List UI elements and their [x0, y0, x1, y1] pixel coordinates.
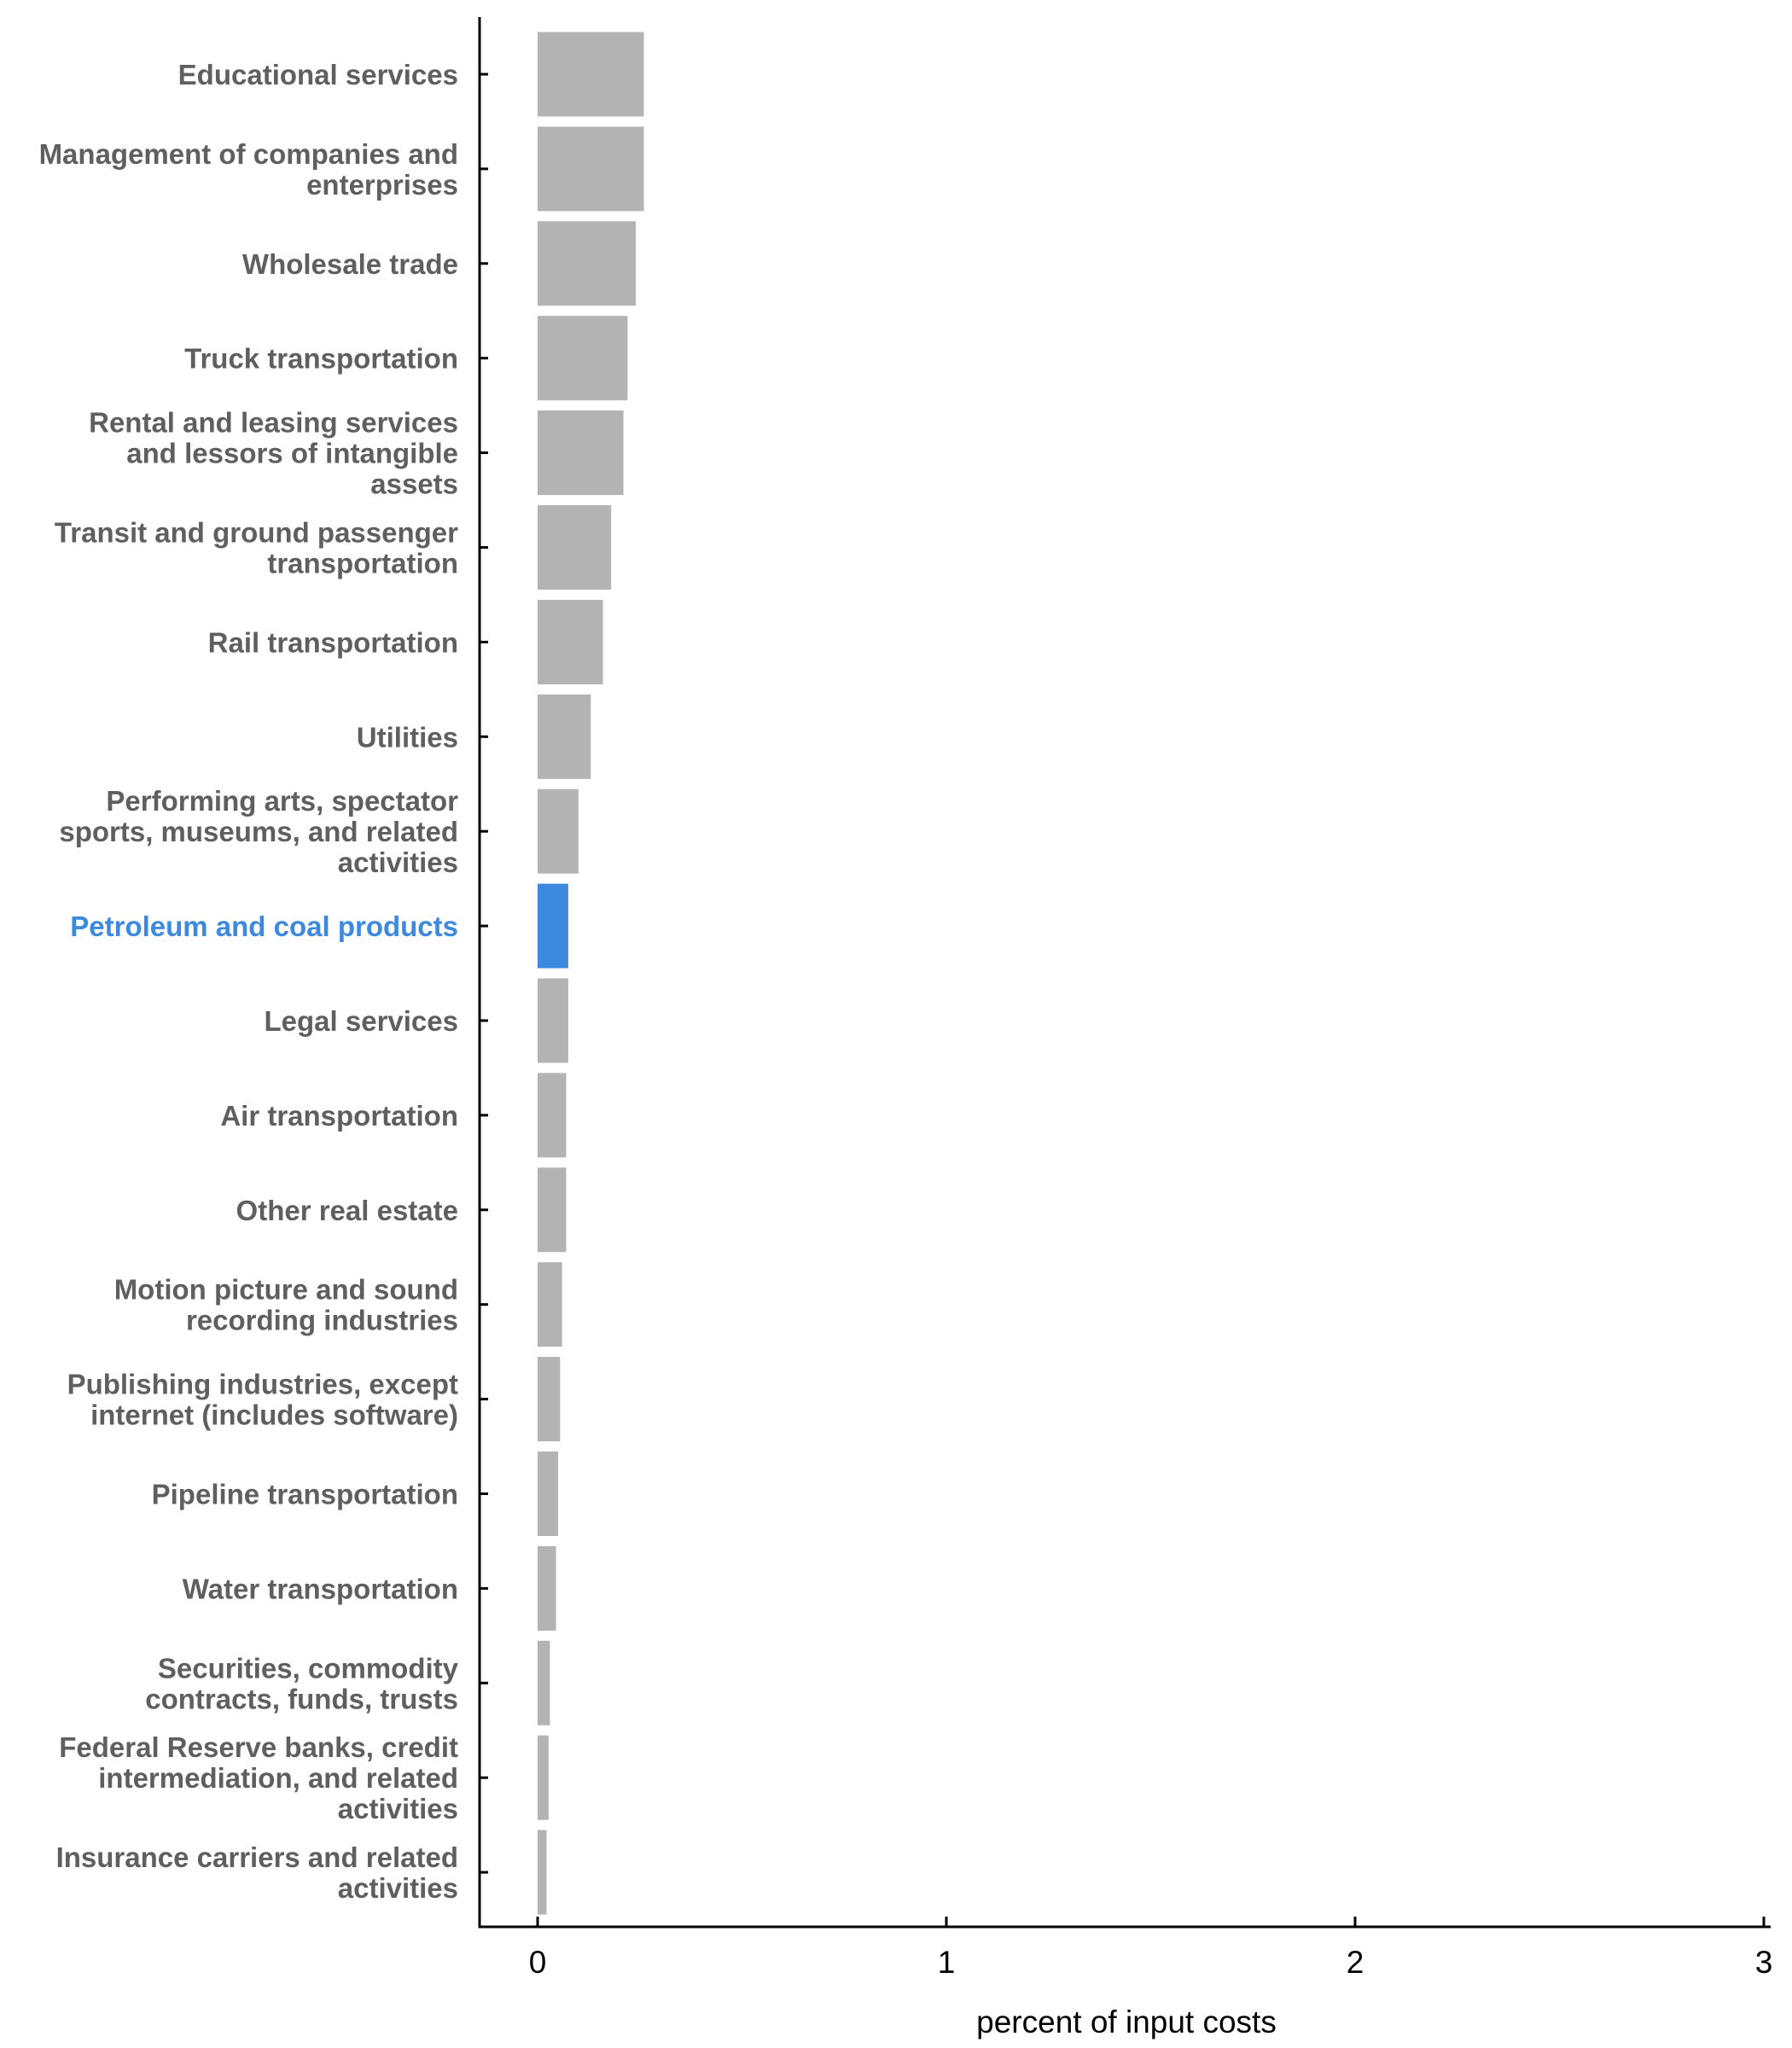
bar-highlight	[538, 883, 568, 969]
category-label: Legal services	[265, 1005, 459, 1037]
bar	[538, 694, 591, 779]
category-label-line: Petroleum and coal products	[70, 911, 458, 942]
category-label-line: Management of companies and	[39, 138, 458, 170]
category-label-line: sports, museums, and related	[59, 816, 458, 847]
bar	[538, 410, 624, 496]
bar	[538, 32, 644, 117]
category-label-line: and lessors of intangible	[126, 438, 458, 469]
category-label-line: Educational services	[178, 59, 458, 90]
bar	[538, 505, 612, 590]
category-label-line: Motion picture and sound	[114, 1274, 458, 1306]
bar	[538, 1735, 549, 1820]
bar	[538, 1357, 561, 1442]
category-label-line: intermediation, and related	[98, 1762, 458, 1794]
category-label-line: Federal Reserve banks, credit	[59, 1731, 458, 1763]
category-label: Rail transportation	[208, 626, 458, 658]
category-label: Educational services	[178, 59, 458, 90]
category-label: Truck transportation	[184, 343, 458, 375]
category-label: Publishing industries, except internet (i…	[67, 1369, 458, 1431]
bar	[538, 1073, 567, 1158]
bar	[538, 126, 644, 212]
category-label-line: Rental and leasing services	[89, 407, 458, 439]
bar	[538, 978, 568, 1063]
category-label-line: Pipeline transportation	[152, 1479, 458, 1510]
bar	[538, 1452, 558, 1536]
category-label: Rental and leasing services and lessors o…	[89, 407, 458, 500]
x-tick-label: 3	[1755, 1945, 1773, 1980]
category-label-line: enterprises	[306, 169, 458, 201]
category-label-line: activities	[338, 1793, 458, 1824]
category-label: Performing arts, spectator sports, museum…	[59, 785, 458, 878]
category-label: Petroleum and coal products	[70, 911, 458, 942]
bar	[538, 1262, 562, 1347]
category-label-line: Rail transportation	[208, 626, 458, 658]
category-label-line: assets	[370, 468, 458, 500]
category-label: Wholesale trade	[242, 248, 458, 280]
category-label: Securities, commodity contracts, funds, t…	[145, 1652, 458, 1714]
category-label-line: Securities, commodity	[158, 1652, 459, 1684]
category-label-line: activities	[338, 1872, 458, 1904]
bar	[538, 1545, 556, 1631]
bar	[538, 788, 579, 874]
category-label-line: Other real estate	[236, 1195, 458, 1226]
x-tick-label: 0	[529, 1945, 547, 1980]
category-label: Other real estate	[236, 1195, 458, 1226]
bar	[538, 316, 628, 401]
category-label-line: Water transportation	[183, 1573, 458, 1604]
category-label: Pipeline transportation	[152, 1479, 458, 1510]
category-label-line: contracts, funds, trusts	[145, 1683, 458, 1714]
category-label-line: Wholesale trade	[242, 248, 458, 280]
category-label-line: Truck transportation	[184, 343, 458, 375]
category-label-line: transportation	[267, 548, 458, 579]
category-label-line: recording industries	[186, 1305, 458, 1336]
bar	[538, 599, 603, 684]
category-label-line: Legal services	[265, 1005, 459, 1037]
category-label: Management of companies and enterprises	[39, 138, 458, 201]
category-label-line: internet (includes software)	[90, 1399, 458, 1431]
category-label: Federal Reserve banks, credit intermediat…	[59, 1731, 458, 1824]
category-label: Water transportation	[183, 1573, 458, 1604]
category-label-line: Publishing industries, except	[67, 1369, 458, 1400]
x-tick-label: 2	[1347, 1945, 1364, 1980]
category-label: Air transportation	[220, 1100, 458, 1132]
category-label-line: Transit and ground passenger	[55, 517, 458, 549]
category-label: Utilities	[357, 721, 458, 753]
category-label: Transit and ground passenger transportati…	[55, 517, 458, 579]
category-label-line: Utilities	[357, 721, 458, 753]
bar	[538, 1830, 547, 1915]
x-tick-label: 1	[938, 1945, 956, 1980]
category-label: Motion picture and sound recording indust…	[114, 1274, 458, 1336]
category-label-line: Air transportation	[220, 1100, 458, 1132]
x-axis-title: percent of input costs	[976, 2004, 1277, 2039]
category-label-line: activities	[338, 847, 458, 878]
bar	[538, 1167, 567, 1253]
bar	[538, 1640, 550, 1725]
category-label: Insurance carriers and related activities	[56, 1841, 458, 1904]
category-label-line: Insurance carriers and related	[56, 1841, 458, 1873]
category-label-line: Performing arts, spectator	[106, 785, 458, 817]
bar	[538, 221, 636, 306]
